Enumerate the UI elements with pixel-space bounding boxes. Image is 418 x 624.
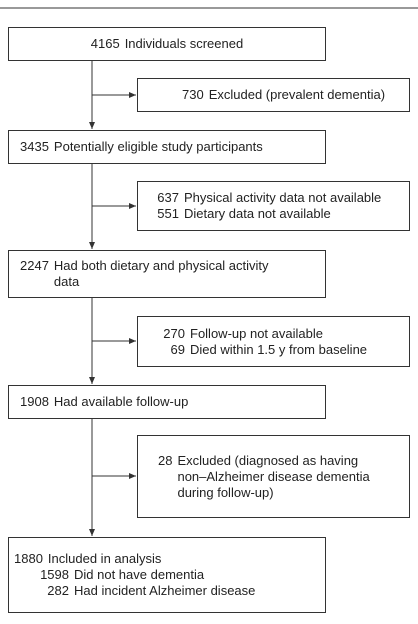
label: Had available follow-up [53, 394, 189, 409]
label: Excluded (diagnosed as having non–Alzhei… [177, 452, 370, 500]
box: 1880 Included in analysis 1598 Did not hav… [8, 537, 326, 613]
label: Did not have dementia [74, 567, 205, 582]
exclusion-box: 270 Follow-up not available 69 Died within… [137, 316, 410, 367]
count: 1908 [20, 394, 49, 409]
exclusion-box: 730 Excluded (prevalent dementia) [137, 78, 410, 112]
label: Potentially eligible study participants [53, 139, 263, 154]
count: 730 [182, 87, 204, 102]
count: 28 [158, 452, 173, 468]
count: 270 [163, 325, 185, 341]
label: Excluded (prevalent dementia) [208, 87, 386, 102]
box: 3435 Potentially eligible study participa… [8, 130, 326, 164]
label: Had both dietary and physical activity d… [53, 258, 269, 289]
count: 1598 [40, 567, 69, 582]
count: 3435 [20, 139, 49, 154]
count: 1880 [14, 551, 43, 566]
label: Included in analysis [47, 551, 162, 566]
count: 69 [170, 341, 185, 357]
label: Follow-up not available [190, 325, 323, 341]
exclusion-box: 637 Physical activity data not available … [137, 181, 410, 231]
count: 282 [47, 583, 69, 598]
label: Dietary data not available [184, 206, 331, 221]
label: Physical activity data not available [184, 190, 382, 205]
label: Had incident Alzheimer disease [74, 583, 256, 598]
label: Individuals screened [124, 36, 244, 51]
count: 4165 [90, 36, 120, 51]
label: Died within 1.5 y from baseline [190, 341, 368, 357]
box: 1908 Had available follow-up [8, 385, 326, 419]
exclusion-box: 28 Excluded (diagnosed as having non–Alzh… [137, 435, 410, 518]
count: 2247 [20, 258, 49, 273]
box: 4165 Individuals screened [8, 27, 326, 61]
box: 2247 Had both dietary and physical activi… [8, 250, 326, 298]
count: 637 [157, 190, 179, 205]
count: 551 [157, 206, 179, 221]
